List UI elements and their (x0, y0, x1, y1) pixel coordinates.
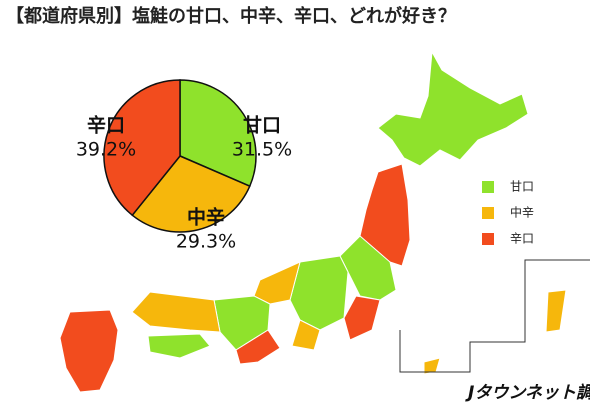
chart-title: 【都道府県別】塩鮭の甘口、中辛、辛口、どれが好き？ (6, 5, 456, 27)
tokai (291, 319, 321, 351)
slice-label: 辛口 (87, 114, 125, 137)
hokuriku (253, 261, 301, 305)
islands (545, 289, 567, 333)
slice-value: 39.2% (76, 139, 136, 161)
pie-slice (179, 79, 257, 188)
legend-label: 甘口 (510, 180, 534, 194)
legend-label: 中辛 (510, 205, 534, 220)
hokkaido (377, 50, 529, 167)
legend-swatch (482, 207, 494, 219)
pie-slice (131, 155, 251, 233)
source: Jタウンネット調べ (465, 383, 590, 403)
japan-map (59, 50, 590, 393)
kyushu (59, 309, 119, 393)
slice-value: 31.5% (232, 139, 292, 161)
pie-slice (103, 79, 181, 217)
slice-label: 中辛 (187, 206, 225, 229)
chugoku (131, 291, 221, 333)
chubu (289, 255, 349, 331)
legend-swatch (482, 181, 494, 193)
legend-swatch (482, 233, 494, 245)
shikoku (147, 333, 211, 359)
inset-frame (399, 259, 590, 373)
slice-value: 29.3% (176, 231, 236, 253)
kanto (343, 295, 381, 341)
slice-label: 甘口 (243, 115, 281, 137)
legend-label: 辛口 (510, 232, 534, 246)
kii (235, 329, 281, 365)
